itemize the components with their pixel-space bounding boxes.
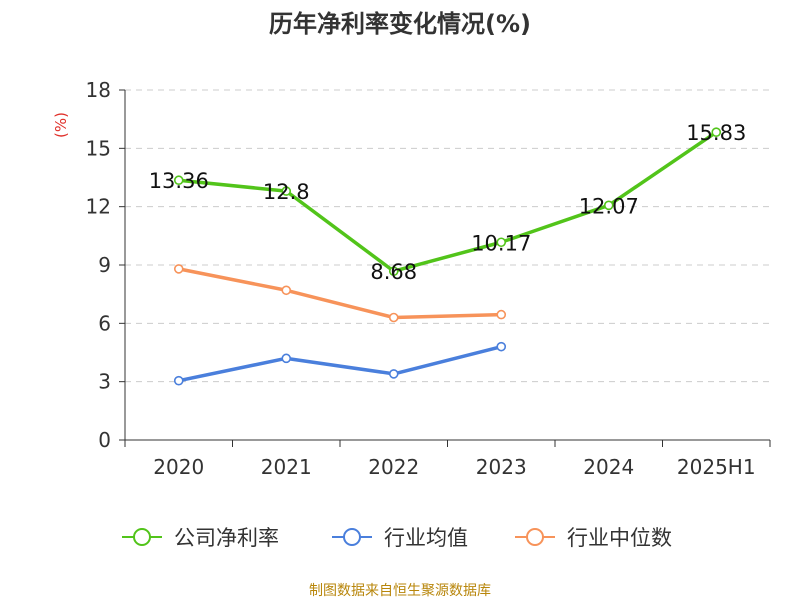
data-label: 12.07 [579, 194, 639, 218]
data-label: 13.36 [149, 169, 209, 193]
data-point [496, 237, 507, 248]
source-note: 制图数据来自恒生聚源数据库 [309, 583, 491, 599]
y-axis-label: (%) [52, 112, 70, 138]
x-tick-label: 2025H1 [677, 455, 756, 479]
data-point [281, 186, 292, 196]
data-point [388, 266, 399, 277]
series-lines [173, 127, 722, 386]
x-tick-label: 2021 [261, 455, 312, 479]
y-tick-label: 3 [98, 370, 111, 394]
grid-lines [125, 89, 770, 383]
data-point [173, 375, 184, 386]
data-point [496, 341, 507, 352]
x-tick-label: 2023 [476, 455, 527, 479]
data-point [388, 369, 399, 379]
chart-title: 历年净利率变化情况(%) [269, 10, 531, 38]
legend-label: 公司净利率 [174, 526, 279, 550]
x-tick-label: 2022 [368, 455, 419, 479]
data-label: 8.68 [370, 260, 417, 284]
legend-label: 行业中位数 [567, 526, 672, 550]
x-tick-label: 2024 [583, 455, 634, 479]
x-tick-label: 2020 [153, 455, 204, 479]
data-point [711, 127, 722, 137]
data-point [281, 353, 292, 364]
data-labels: 13.36 12.8 8.68 10.17 12.07 15.83 [149, 121, 747, 284]
y-tick-label: 0 [98, 428, 111, 452]
y-tick-label: 18 [86, 78, 111, 102]
y-tick-label: 12 [86, 195, 111, 219]
data-point [173, 264, 184, 274]
axes: 0 3 6 9 12 15 18 2020 2021 2022 2023 2024 2025H1 (%) [52, 78, 771, 479]
series-line [178, 130, 718, 273]
data-point [388, 312, 399, 323]
data-point [496, 309, 507, 320]
legend-marker [133, 528, 151, 546]
legend-marker [526, 528, 544, 546]
legend-label: 行业均值 [384, 526, 468, 550]
data-label: 10.17 [471, 231, 531, 255]
y-tick-label: 9 [98, 253, 111, 277]
y-tick-label: 6 [98, 311, 111, 335]
legend: 公司净利率 行业均值 行业中位数 [122, 526, 672, 550]
y-tick-label: 15 [86, 136, 111, 160]
legend-marker [343, 528, 361, 546]
data-point [281, 285, 292, 296]
series-line [178, 267, 502, 320]
data-point [603, 200, 614, 211]
series-line [178, 344, 502, 383]
data-point [173, 175, 184, 186]
data-label: 12.8 [263, 180, 310, 204]
data-label: 15.83 [686, 121, 746, 145]
